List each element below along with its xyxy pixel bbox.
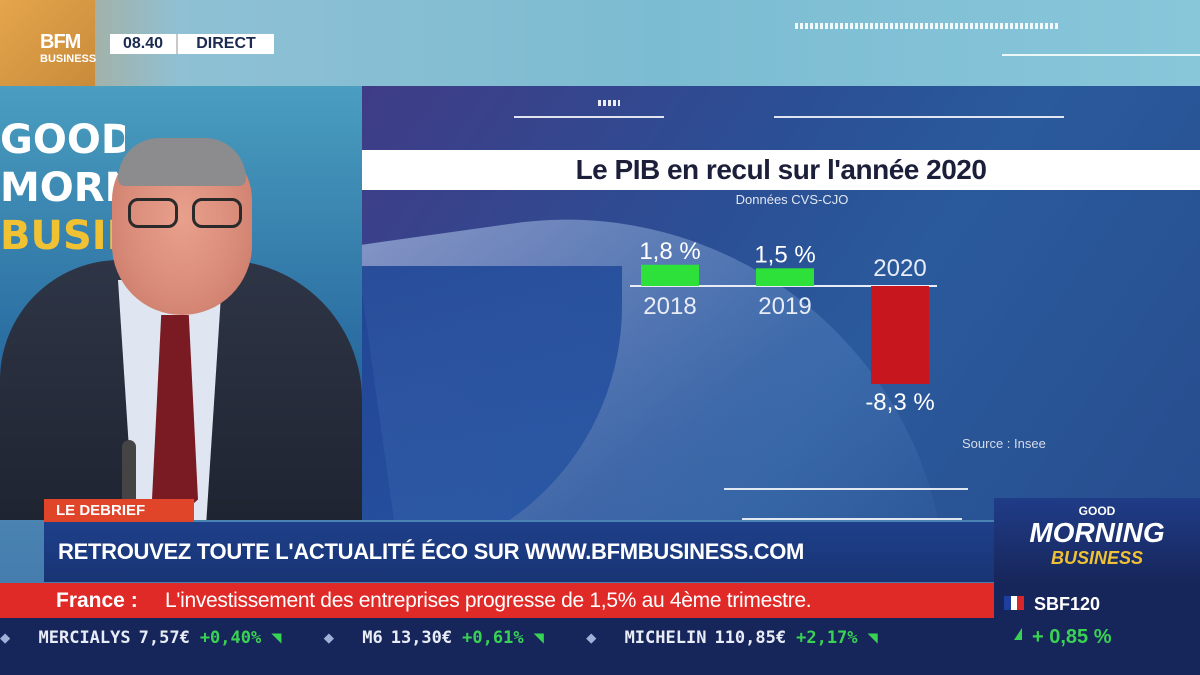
decorative-line	[774, 116, 1064, 118]
presenter	[0, 138, 362, 520]
bar-chart: 1,8 % 2018 1,5 % 2019 -8,3 % 2020	[630, 238, 937, 416]
decorative-line	[742, 518, 962, 520]
decorative-dashes	[598, 100, 620, 106]
ticker-name: MERCIALYS	[38, 628, 131, 648]
decorative-line	[1002, 54, 1200, 56]
chart-title: Le PIB en recul sur l'année 2020	[575, 154, 987, 185]
ticker-change: +0,61%	[462, 628, 524, 648]
chart-title-bar: Le PIB en recul sur l'année 2020	[362, 150, 1200, 190]
clock-badge: 08.40 DIRECT	[110, 34, 274, 54]
show-logo: GOOD MORNING BUSINESS	[994, 498, 1200, 584]
category-label: 2020	[873, 255, 926, 282]
ticker-price: 7,57€	[138, 628, 190, 648]
segment-tag: LE DEBRIEF	[44, 499, 194, 522]
ticker-name: M6	[362, 628, 383, 648]
presenter-tie	[152, 315, 198, 520]
ticker-separator-icon: ◆	[323, 628, 334, 648]
news-message: L'investissement des entreprises progres…	[165, 589, 812, 612]
index-name: SBF120	[1034, 594, 1101, 614]
index-change: + 0,85 %	[1032, 626, 1112, 648]
channel-logo-main: BFM	[40, 31, 81, 53]
show-box: GOOD MORNING BUSINESS SBF120 + 0,85 %	[994, 498, 1200, 675]
category-label: 2018	[643, 293, 696, 320]
ticker-price: 13,30€	[390, 628, 453, 648]
show-logo-line3: BUSINESS	[1050, 548, 1144, 568]
decorative-dashes	[795, 23, 1060, 29]
data-label: 1,5 %	[754, 241, 815, 268]
studio-screen-line: BUSINESS	[0, 213, 125, 259]
live-label: DIRECT	[176, 34, 274, 54]
data-label: -8,3 %	[865, 389, 934, 416]
chart-subtitle: Données CVS-CJO	[735, 192, 849, 207]
ticker-name: MICHELIN	[624, 628, 707, 648]
presenter-hair	[118, 138, 246, 186]
arrow-up-icon: ◥	[867, 628, 878, 648]
index-row: SBF120	[1004, 592, 1194, 616]
corner-accent	[0, 0, 95, 86]
glasses-icon	[128, 198, 244, 230]
arrow-up-icon: ◥	[271, 628, 282, 648]
headline-text: RETROUVEZ TOUTE L'ACTUALITÉ ÉCO SUR WWW.…	[58, 539, 805, 564]
french-flag-icon	[1004, 596, 1025, 610]
decorative-line	[724, 488, 968, 490]
channel-logo-sub: BUSINESS	[40, 53, 97, 65]
ticker-row: ◆ MERCIALYS 7,57€ +0,40% ◥ ◆ M6 13,30€ +0,61%…	[0, 624, 994, 652]
studio-screen: GOOD MORNING BUSINESS	[0, 116, 125, 276]
stock-ticker: ◆ MERCIALYS 7,57€ +0,40% ◥ ◆ M6 13,30€ +0,61%…	[0, 618, 994, 675]
data-label: 1,8 %	[639, 238, 700, 265]
arrow-up-icon: ◥	[533, 628, 544, 648]
chart-panel: Le PIB en recul sur l'année 2020 Données…	[362, 86, 1200, 520]
decorative-line	[514, 116, 664, 118]
news-category: France :	[56, 589, 138, 612]
index-change-row: + 0,85 %	[1004, 624, 1194, 650]
ticker-change: +0,40%	[199, 628, 262, 648]
chart-source: Source : Insee	[962, 436, 1046, 451]
channel-logo: BFM BUSINESS	[40, 32, 108, 74]
ticker-change: +2,17%	[796, 628, 858, 648]
studio-screen-line: MORNING	[0, 165, 125, 211]
show-logo-line1: GOOD	[1078, 504, 1116, 518]
news-bar: France : L'investissement des entreprise…	[0, 583, 994, 618]
headline-banner: RETROUVEZ TOUTE L'ACTUALITÉ ÉCO SUR WWW.…	[44, 522, 994, 582]
ticker-price: 110,85€	[714, 628, 787, 648]
arrow-up-icon	[1006, 628, 1022, 640]
studio-screen-line: GOOD	[0, 117, 125, 163]
bar-2018	[641, 264, 699, 286]
bar-2019	[756, 268, 814, 286]
category-label: 2019	[758, 293, 811, 320]
bar-2020	[871, 286, 929, 384]
ticker-item: MICHELIN 110,85€ +2,17% ◥	[625, 624, 878, 652]
clock-time: 08.40	[122, 35, 164, 52]
ticker-item: MERCIALYS 7,57€ +0,40% ◥	[39, 624, 282, 652]
ticker-separator-icon: ◆	[0, 628, 11, 648]
show-logo-line2: MORNING	[1029, 517, 1165, 548]
ticker-separator-icon: ◆	[586, 628, 597, 648]
ticker-item: M6 13,30€ +0,61% ◥	[362, 624, 544, 652]
